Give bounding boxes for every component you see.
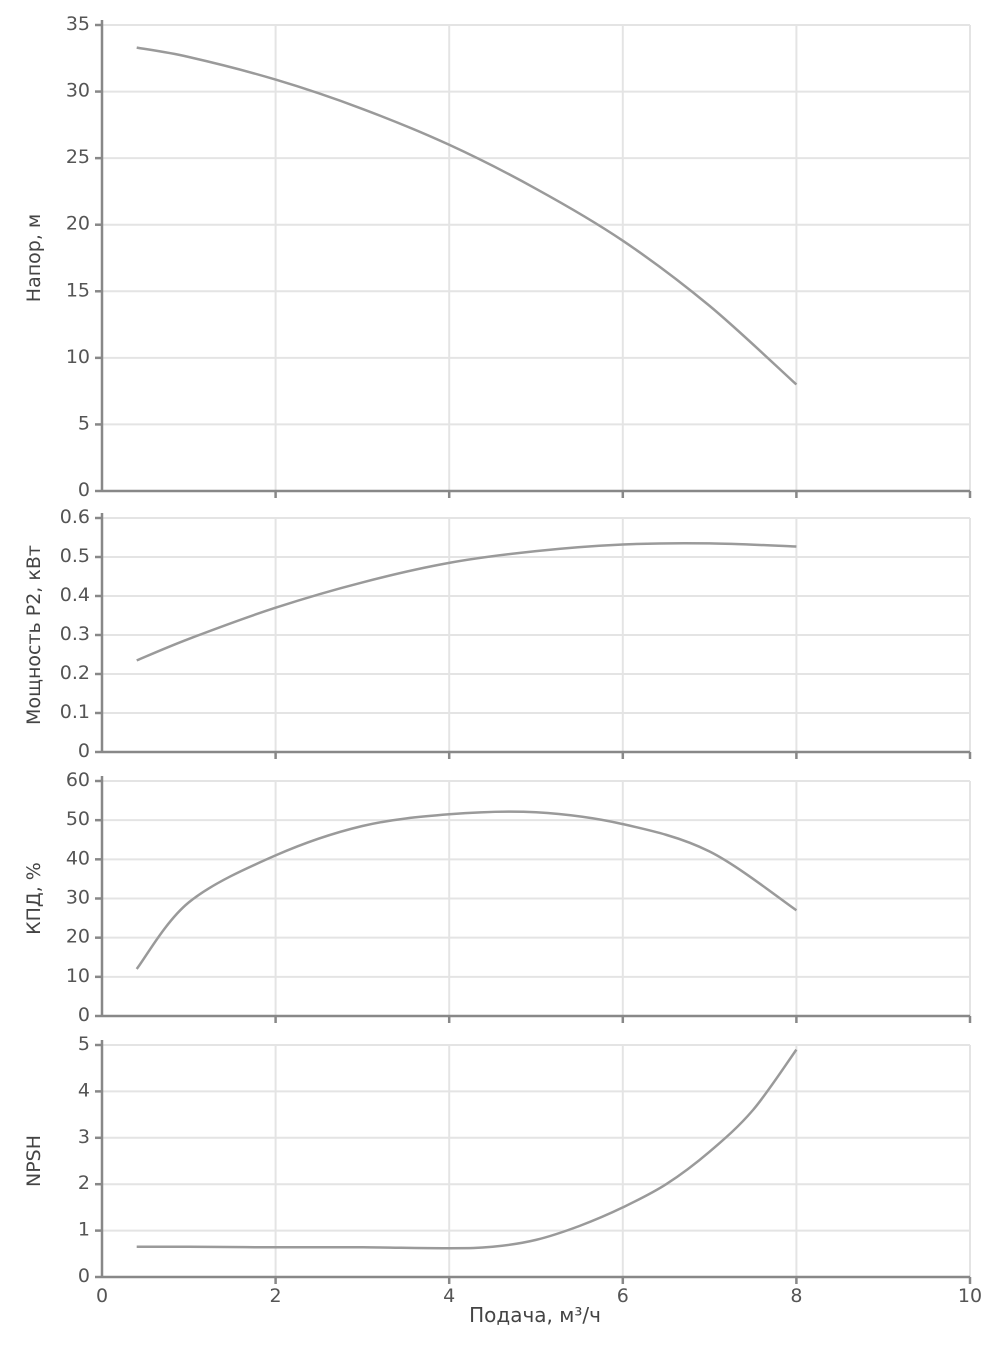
npsh-curve: [136, 1048, 798, 1250]
head-ytick-label: 15: [66, 279, 90, 301]
head-ytick-label: 25: [66, 146, 90, 168]
power-ytick-label: 0.3: [60, 623, 90, 645]
efficiency-curve: [135, 810, 798, 970]
x-tick-label: 8: [790, 1285, 802, 1307]
x-tick-label: 6: [617, 1285, 629, 1307]
npsh-y-axis-label: NPSH: [23, 1135, 45, 1187]
head-ytick-label: 35: [66, 13, 90, 35]
power-ytick-label: 0.2: [60, 662, 90, 684]
x-tick-label: 10: [958, 1285, 982, 1307]
efficiency-ytick-label: 10: [66, 965, 90, 987]
power-ytick-label: 0.4: [60, 584, 90, 606]
efficiency-ytick-label: 20: [66, 926, 90, 948]
head-ytick-label: 10: [66, 346, 90, 368]
power-y-axis-label: Мощность P2, кВт: [23, 545, 45, 725]
x-tick-label: 2: [270, 1285, 282, 1307]
efficiency-ytick-label: 40: [66, 847, 90, 869]
x-axis-label: Подача, м³/ч: [469, 1303, 601, 1327]
power-ytick-label: 0.1: [60, 701, 90, 723]
efficiency-ytick-label: 50: [66, 808, 90, 830]
power-curve: [136, 541, 797, 662]
npsh-ytick-label: 1: [78, 1219, 90, 1241]
efficiency-ytick-label: 30: [66, 887, 90, 909]
npsh-ytick-label: 2: [78, 1172, 90, 1194]
head-y-axis-label: Напор, м: [23, 214, 45, 302]
head-ytick-label: 5: [78, 412, 90, 434]
x-tick-label: 0: [96, 1285, 108, 1307]
npsh-ytick-label: 5: [78, 1033, 90, 1055]
power-ytick-label: 0.5: [60, 545, 90, 567]
head-ytick-label: 20: [66, 213, 90, 235]
x-tick-label: 4: [443, 1285, 455, 1307]
head-curve: [136, 46, 798, 386]
power-ytick-label: 0.6: [60, 506, 90, 528]
npsh-ytick-label: 3: [78, 1126, 90, 1148]
npsh-ytick-label: 0: [78, 1265, 90, 1287]
efficiency-y-axis-label: КПД, %: [23, 862, 45, 935]
npsh-ytick-label: 4: [78, 1079, 90, 1101]
efficiency-ytick-label: 0: [78, 1004, 90, 1026]
efficiency-ytick-label: 60: [66, 769, 90, 791]
head-ytick-label: 30: [66, 80, 90, 102]
power-ytick-label: 0: [78, 740, 90, 762]
head-ytick-label: 0: [78, 479, 90, 501]
